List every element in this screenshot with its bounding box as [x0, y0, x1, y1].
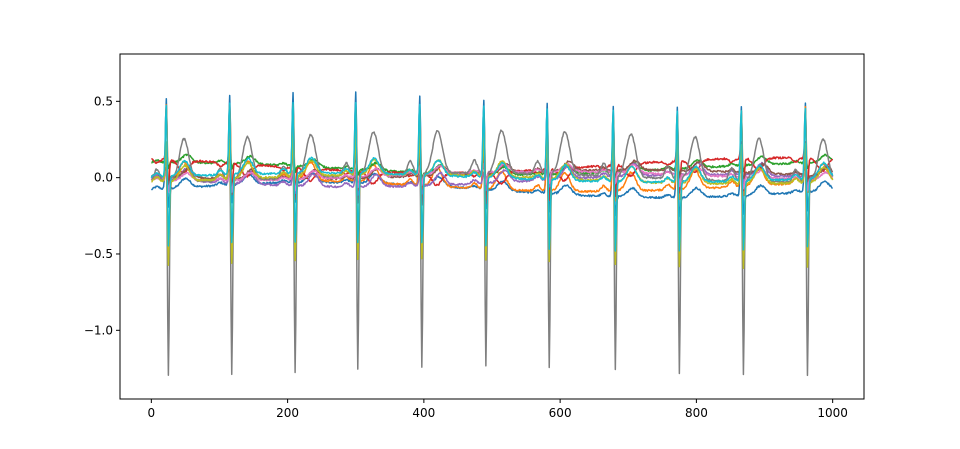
x-axis: 0 200 400 600 800 1000 — [148, 399, 848, 420]
series-line-0 — [150, 91, 833, 218]
y-tick-label: −1.0 — [84, 323, 113, 337]
y-tick-label: 0.5 — [94, 94, 113, 108]
x-tick-label: 1000 — [817, 406, 848, 420]
y-tick-label: −0.5 — [84, 247, 113, 261]
x-tick-label: 400 — [412, 406, 435, 420]
series-layer — [150, 91, 834, 377]
x-tick-label: 800 — [685, 406, 708, 420]
x-tick-label: 600 — [549, 406, 572, 420]
y-tick-label: 0.0 — [94, 171, 113, 185]
series-line-8 — [151, 133, 834, 270]
series-line-9 — [150, 101, 834, 252]
plot-frame — [119, 53, 865, 400]
y-axis: 0.5 0.0 −0.5 −1.0 — [84, 94, 120, 337]
x-tick-label: 200 — [276, 406, 299, 420]
x-tick-label: 0 — [148, 406, 156, 420]
